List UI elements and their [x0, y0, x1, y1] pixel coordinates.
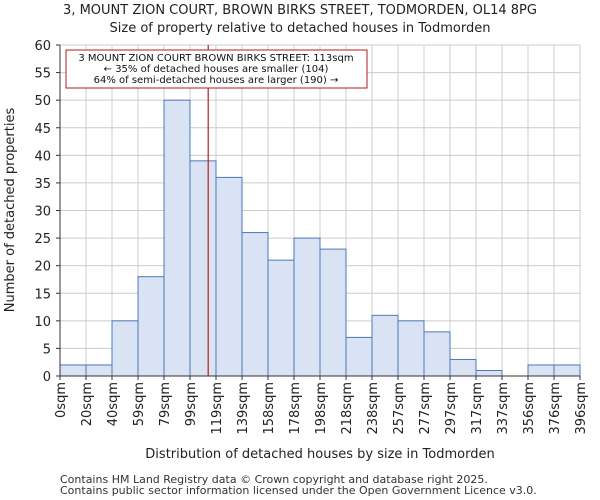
y-tick-label: 60: [34, 39, 51, 54]
histogram-bar: [553, 364, 581, 377]
footer-licence: Contains public sector information licen…: [60, 484, 537, 497]
x-tick-label: 277sqm: [418, 382, 433, 435]
histogram-bar: [85, 364, 113, 377]
y-tick-label: 35: [34, 177, 51, 192]
x-tick-label: 158sqm: [262, 382, 277, 435]
histogram-bar: [189, 160, 217, 377]
annotation-line-3: 64% of semi-detached houses are larger (…: [94, 75, 339, 86]
x-tick-label: 396sqm: [574, 382, 589, 435]
x-tick-label: 20sqm: [80, 382, 95, 426]
y-tick-label: 50: [34, 94, 51, 109]
histogram-bar: [267, 259, 295, 377]
annotation-line-2: ← 35% of detached houses are smaller (10…: [104, 64, 329, 75]
y-tick-label: 40: [34, 149, 51, 164]
histogram-bar: [371, 314, 399, 377]
x-tick-label: 40sqm: [106, 382, 121, 426]
x-tick-label: 356sqm: [522, 382, 537, 435]
chart-title: 3, MOUNT ZION COURT, BROWN BIRKS STREET,…: [63, 3, 537, 18]
x-tick-labels: 0sqm 20sqm 40sqm 59sqm 79sqm 99sqm 119sqm 139sq…: [54, 376, 589, 435]
histogram-bar: [449, 358, 477, 377]
y-tick-label: 30: [34, 205, 51, 220]
histogram-bar: [241, 232, 269, 377]
x-tick-label: 238sqm: [366, 382, 381, 435]
y-tick-label: 0: [43, 370, 51, 385]
histogram-bar: [163, 99, 191, 377]
x-tick-label: 317sqm: [470, 382, 485, 435]
histogram-bar: [111, 320, 139, 377]
histogram-bar: [59, 364, 87, 377]
y-tick-label: 45: [34, 122, 51, 137]
chart-subtitle: Size of property relative to detached ho…: [109, 21, 491, 36]
annotation-box: 3 MOUNT ZION COURT BROWN BIRKS STREET: 1…: [65, 49, 368, 89]
histogram-bar: [215, 176, 243, 377]
footer-copyright: Contains HM Land Registry data © Crown c…: [60, 473, 488, 486]
y-tick-label: 10: [34, 315, 51, 330]
y-tick-label: 5: [43, 342, 51, 357]
x-tick-label: 376sqm: [548, 382, 563, 435]
x-tick-label: 218sqm: [340, 382, 355, 435]
annotation-line-1: 3 MOUNT ZION COURT BROWN BIRKS STREET: 1…: [78, 53, 353, 64]
x-tick-label: 297sqm: [444, 382, 459, 435]
x-tick-label: 59sqm: [132, 382, 147, 426]
x-tick-label: 139sqm: [236, 382, 251, 435]
y-tick-label: 15: [34, 287, 51, 302]
x-axis-label: Distribution of detached houses by size …: [145, 447, 494, 462]
y-axis-label: Number of detached properties: [3, 108, 18, 313]
y-tick-labels: 0 5 10 15 20 25 30 35 40 45 50 55 60: [34, 39, 60, 385]
x-tick-label: 0sqm: [54, 382, 69, 418]
histogram-bar: [319, 248, 347, 377]
bars-layer: [59, 99, 581, 377]
x-tick-label: 178sqm: [288, 382, 303, 435]
x-tick-label: 198sqm: [314, 382, 329, 435]
y-tick-label: 20: [34, 260, 51, 275]
y-tick-label: 25: [34, 232, 51, 247]
histogram-bar: [345, 336, 373, 377]
x-tick-label: 257sqm: [392, 382, 407, 435]
x-tick-label: 79sqm: [158, 382, 173, 426]
x-tick-label: 337sqm: [496, 382, 511, 435]
histogram-bar: [423, 331, 451, 377]
histogram-bar: [293, 237, 321, 377]
y-tick-label: 55: [34, 67, 51, 82]
histogram-bar: [475, 369, 503, 377]
x-tick-label: 99sqm: [184, 382, 199, 426]
x-tick-label: 119sqm: [210, 382, 225, 435]
histogram-bar: [527, 364, 555, 377]
histogram-bar: [137, 276, 165, 377]
histogram-bar: [397, 320, 425, 377]
